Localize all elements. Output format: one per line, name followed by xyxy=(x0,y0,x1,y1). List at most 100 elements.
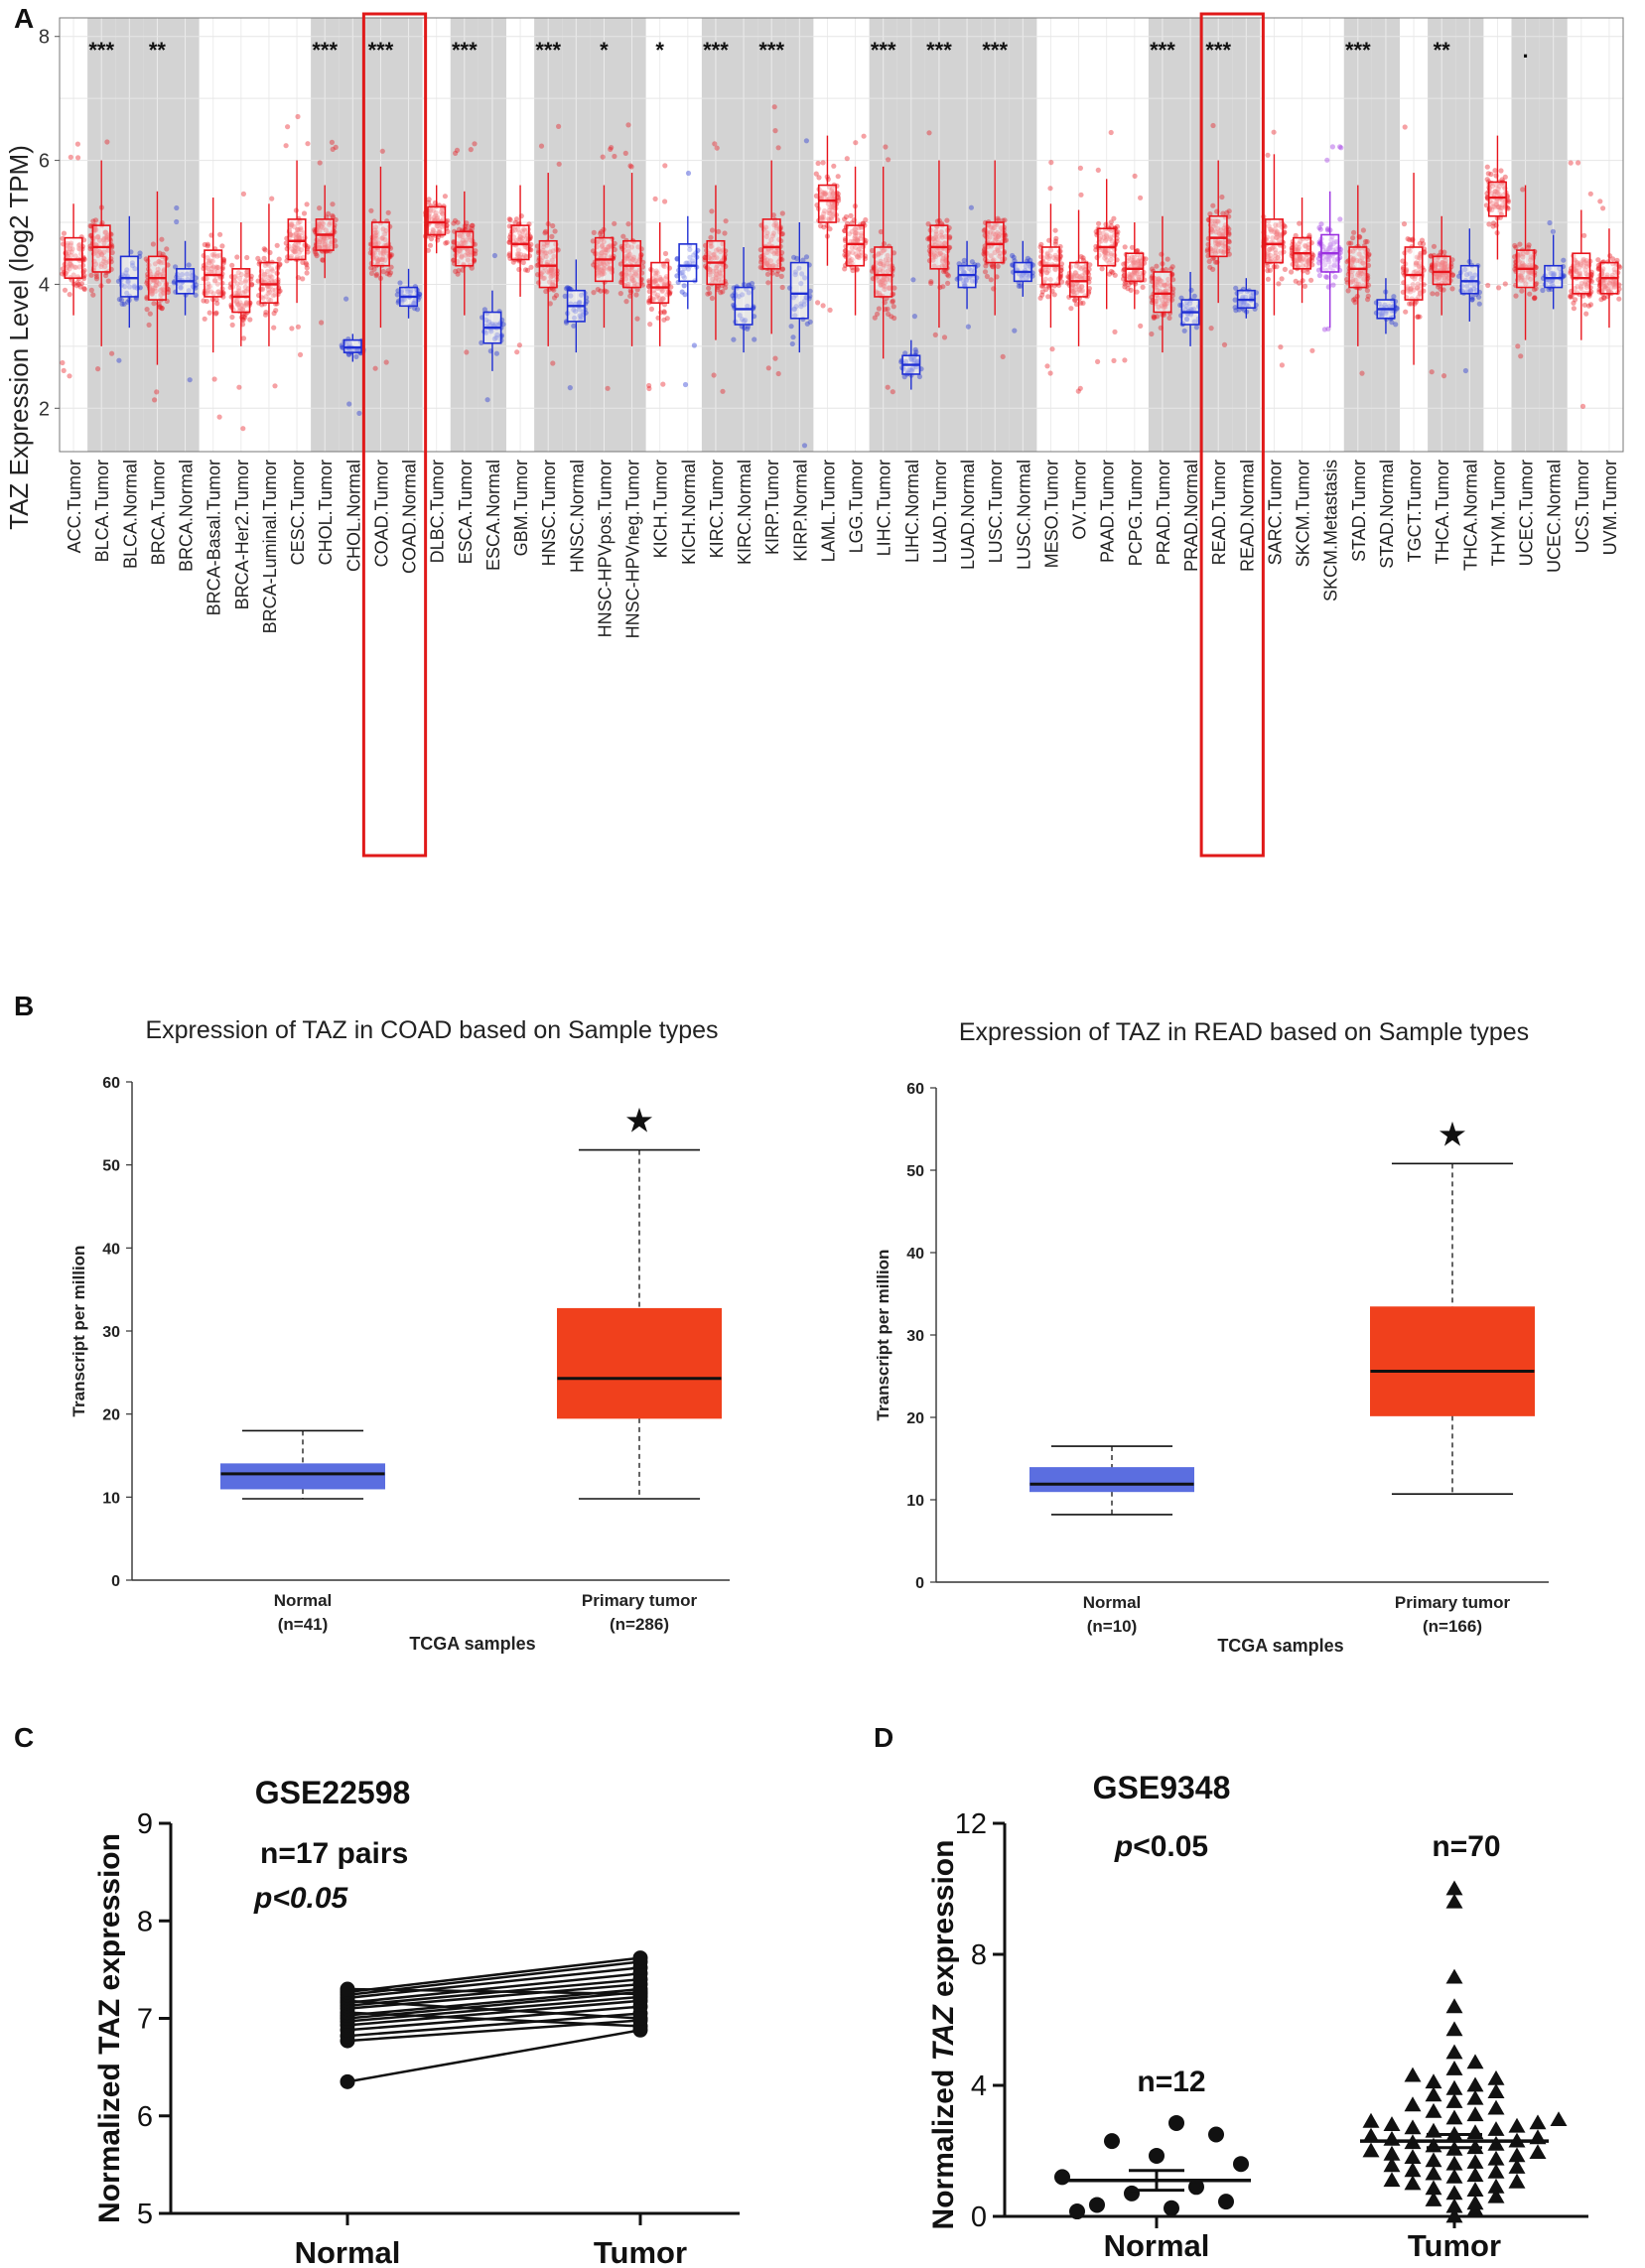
panel-a-point xyxy=(660,381,666,387)
panel-a-point xyxy=(321,236,327,242)
panel-d-annotation-p: p<0.05 xyxy=(1114,1830,1208,1863)
panel-a-point xyxy=(68,242,73,248)
panel-a-tick-label: DLBC.Tumor xyxy=(428,460,448,563)
panel-a-tick-label: BLCA.Tumor xyxy=(92,460,112,562)
panel-a-point xyxy=(1044,363,1050,369)
panel-a-point xyxy=(463,240,469,246)
panel-a-point xyxy=(373,273,379,279)
panel-a-point xyxy=(1149,331,1155,337)
panel-a-point xyxy=(289,222,295,228)
panel-a-point xyxy=(287,231,294,238)
panel-a-point xyxy=(373,255,379,261)
panel-d-point-normal xyxy=(1168,2114,1184,2131)
panel-a-point xyxy=(443,240,449,246)
panel-a-point xyxy=(1212,259,1219,265)
panel-label-d: D xyxy=(874,1722,893,1753)
panel-a-tick-label: KIRC.Normal xyxy=(735,460,754,565)
panel-a-point xyxy=(507,216,513,223)
panel-a-point xyxy=(521,232,527,239)
panel-a-point xyxy=(88,287,94,293)
panel-a-point xyxy=(1048,160,1054,166)
panel-a-point xyxy=(451,245,457,251)
panel-d-point-tumor xyxy=(1445,1880,1463,1896)
panel-a-point xyxy=(285,124,291,130)
panel-a-point xyxy=(679,289,685,295)
panel-a-point xyxy=(262,271,268,277)
panel-a-point xyxy=(160,286,166,292)
panel-a-point xyxy=(1047,370,1053,376)
panel-a-point xyxy=(298,225,304,231)
panel-a-point xyxy=(271,325,277,331)
panel-a-point xyxy=(712,141,718,147)
panel-a-ytick-label: 8 xyxy=(39,27,50,49)
panel-a-point xyxy=(103,234,109,240)
panel-a-tick-label: BRCA-Basal.Tumor xyxy=(205,460,224,615)
panel-a-point xyxy=(827,226,833,232)
panel-a-point xyxy=(317,239,323,245)
panel-a-point xyxy=(372,365,378,371)
panel-a-point xyxy=(292,248,298,254)
panel-a-point xyxy=(549,282,556,288)
panel-a-point xyxy=(316,239,322,245)
panel-a-point xyxy=(459,240,465,246)
panel-a-point xyxy=(205,241,210,247)
panel-a-point xyxy=(159,305,165,312)
panel-a-point xyxy=(373,229,379,235)
panel-a-point xyxy=(235,302,241,308)
panel-c-point-tumor xyxy=(632,1950,648,1966)
panel-a-point xyxy=(231,278,238,284)
panel-a-tick-label: PRAD.Normal xyxy=(1181,460,1201,572)
panel-a-point xyxy=(1550,228,1556,234)
panel-a-point xyxy=(103,259,109,266)
panel-a-point xyxy=(433,209,439,216)
panel-a-box xyxy=(622,239,642,289)
panel-b-ylabel: Transcript per million xyxy=(874,1250,892,1421)
panel-a-tick-label: BRCA-Luminal.Tumor xyxy=(260,460,280,633)
panel-a-tick-label: LAML.Tumor xyxy=(818,460,838,562)
panel-a-point xyxy=(269,266,275,272)
panel-a-point xyxy=(435,222,441,229)
panel-d-point-tumor xyxy=(1466,2106,1484,2122)
panel-a-point xyxy=(67,373,72,379)
panel-a-point xyxy=(455,231,461,237)
panel-a-point xyxy=(333,144,339,150)
panel-a-point xyxy=(295,234,301,240)
panel-a-point xyxy=(205,265,210,271)
panel-a-point xyxy=(81,286,87,293)
panel-a-point xyxy=(300,276,306,282)
panel-a-point xyxy=(456,226,463,232)
panel-a-point xyxy=(157,250,163,256)
panel-a-point xyxy=(466,232,472,238)
panel-a-point xyxy=(301,210,308,216)
panel-d-point-tumor xyxy=(1383,2116,1401,2131)
panel-d-point-tumor xyxy=(1404,2175,1422,2191)
panel-a-point xyxy=(648,306,655,312)
panel-d-point-tumor xyxy=(1445,2155,1463,2171)
panel-a-point xyxy=(468,237,474,243)
panel-a-point xyxy=(214,269,221,275)
panel-c-ytick-label: 9 xyxy=(137,1808,153,1840)
panel-b-ytick-label: 40 xyxy=(102,1241,120,1258)
panel-d-point-tumor xyxy=(1404,2162,1422,2178)
panel-a-point xyxy=(343,296,349,302)
panel-a-point xyxy=(260,295,266,302)
panel-a-significance: * xyxy=(600,38,609,63)
panel-a-point xyxy=(65,264,70,271)
panel-a-point xyxy=(87,223,93,229)
panel-a-box xyxy=(1459,264,1479,295)
panel-b-group-label: Normal xyxy=(274,1591,333,1610)
panel-a-point xyxy=(69,249,74,255)
panel-a-point xyxy=(241,303,247,309)
panel-a-point xyxy=(304,262,310,268)
panel-d-point-normal xyxy=(1233,2156,1249,2173)
panel-a-point xyxy=(1154,263,1160,269)
panel-a-significance: *** xyxy=(982,38,1008,63)
panel-a-point xyxy=(1441,249,1447,255)
panel-a-point xyxy=(937,284,943,291)
panel-a-point xyxy=(1587,302,1594,308)
panel-a-point xyxy=(1219,194,1225,200)
panel-a-tick-label: LUAD.Normal xyxy=(958,460,978,570)
panel-a-point xyxy=(465,247,471,253)
panel-a-point xyxy=(941,334,948,340)
panel-d-point-tumor xyxy=(1383,2172,1401,2188)
